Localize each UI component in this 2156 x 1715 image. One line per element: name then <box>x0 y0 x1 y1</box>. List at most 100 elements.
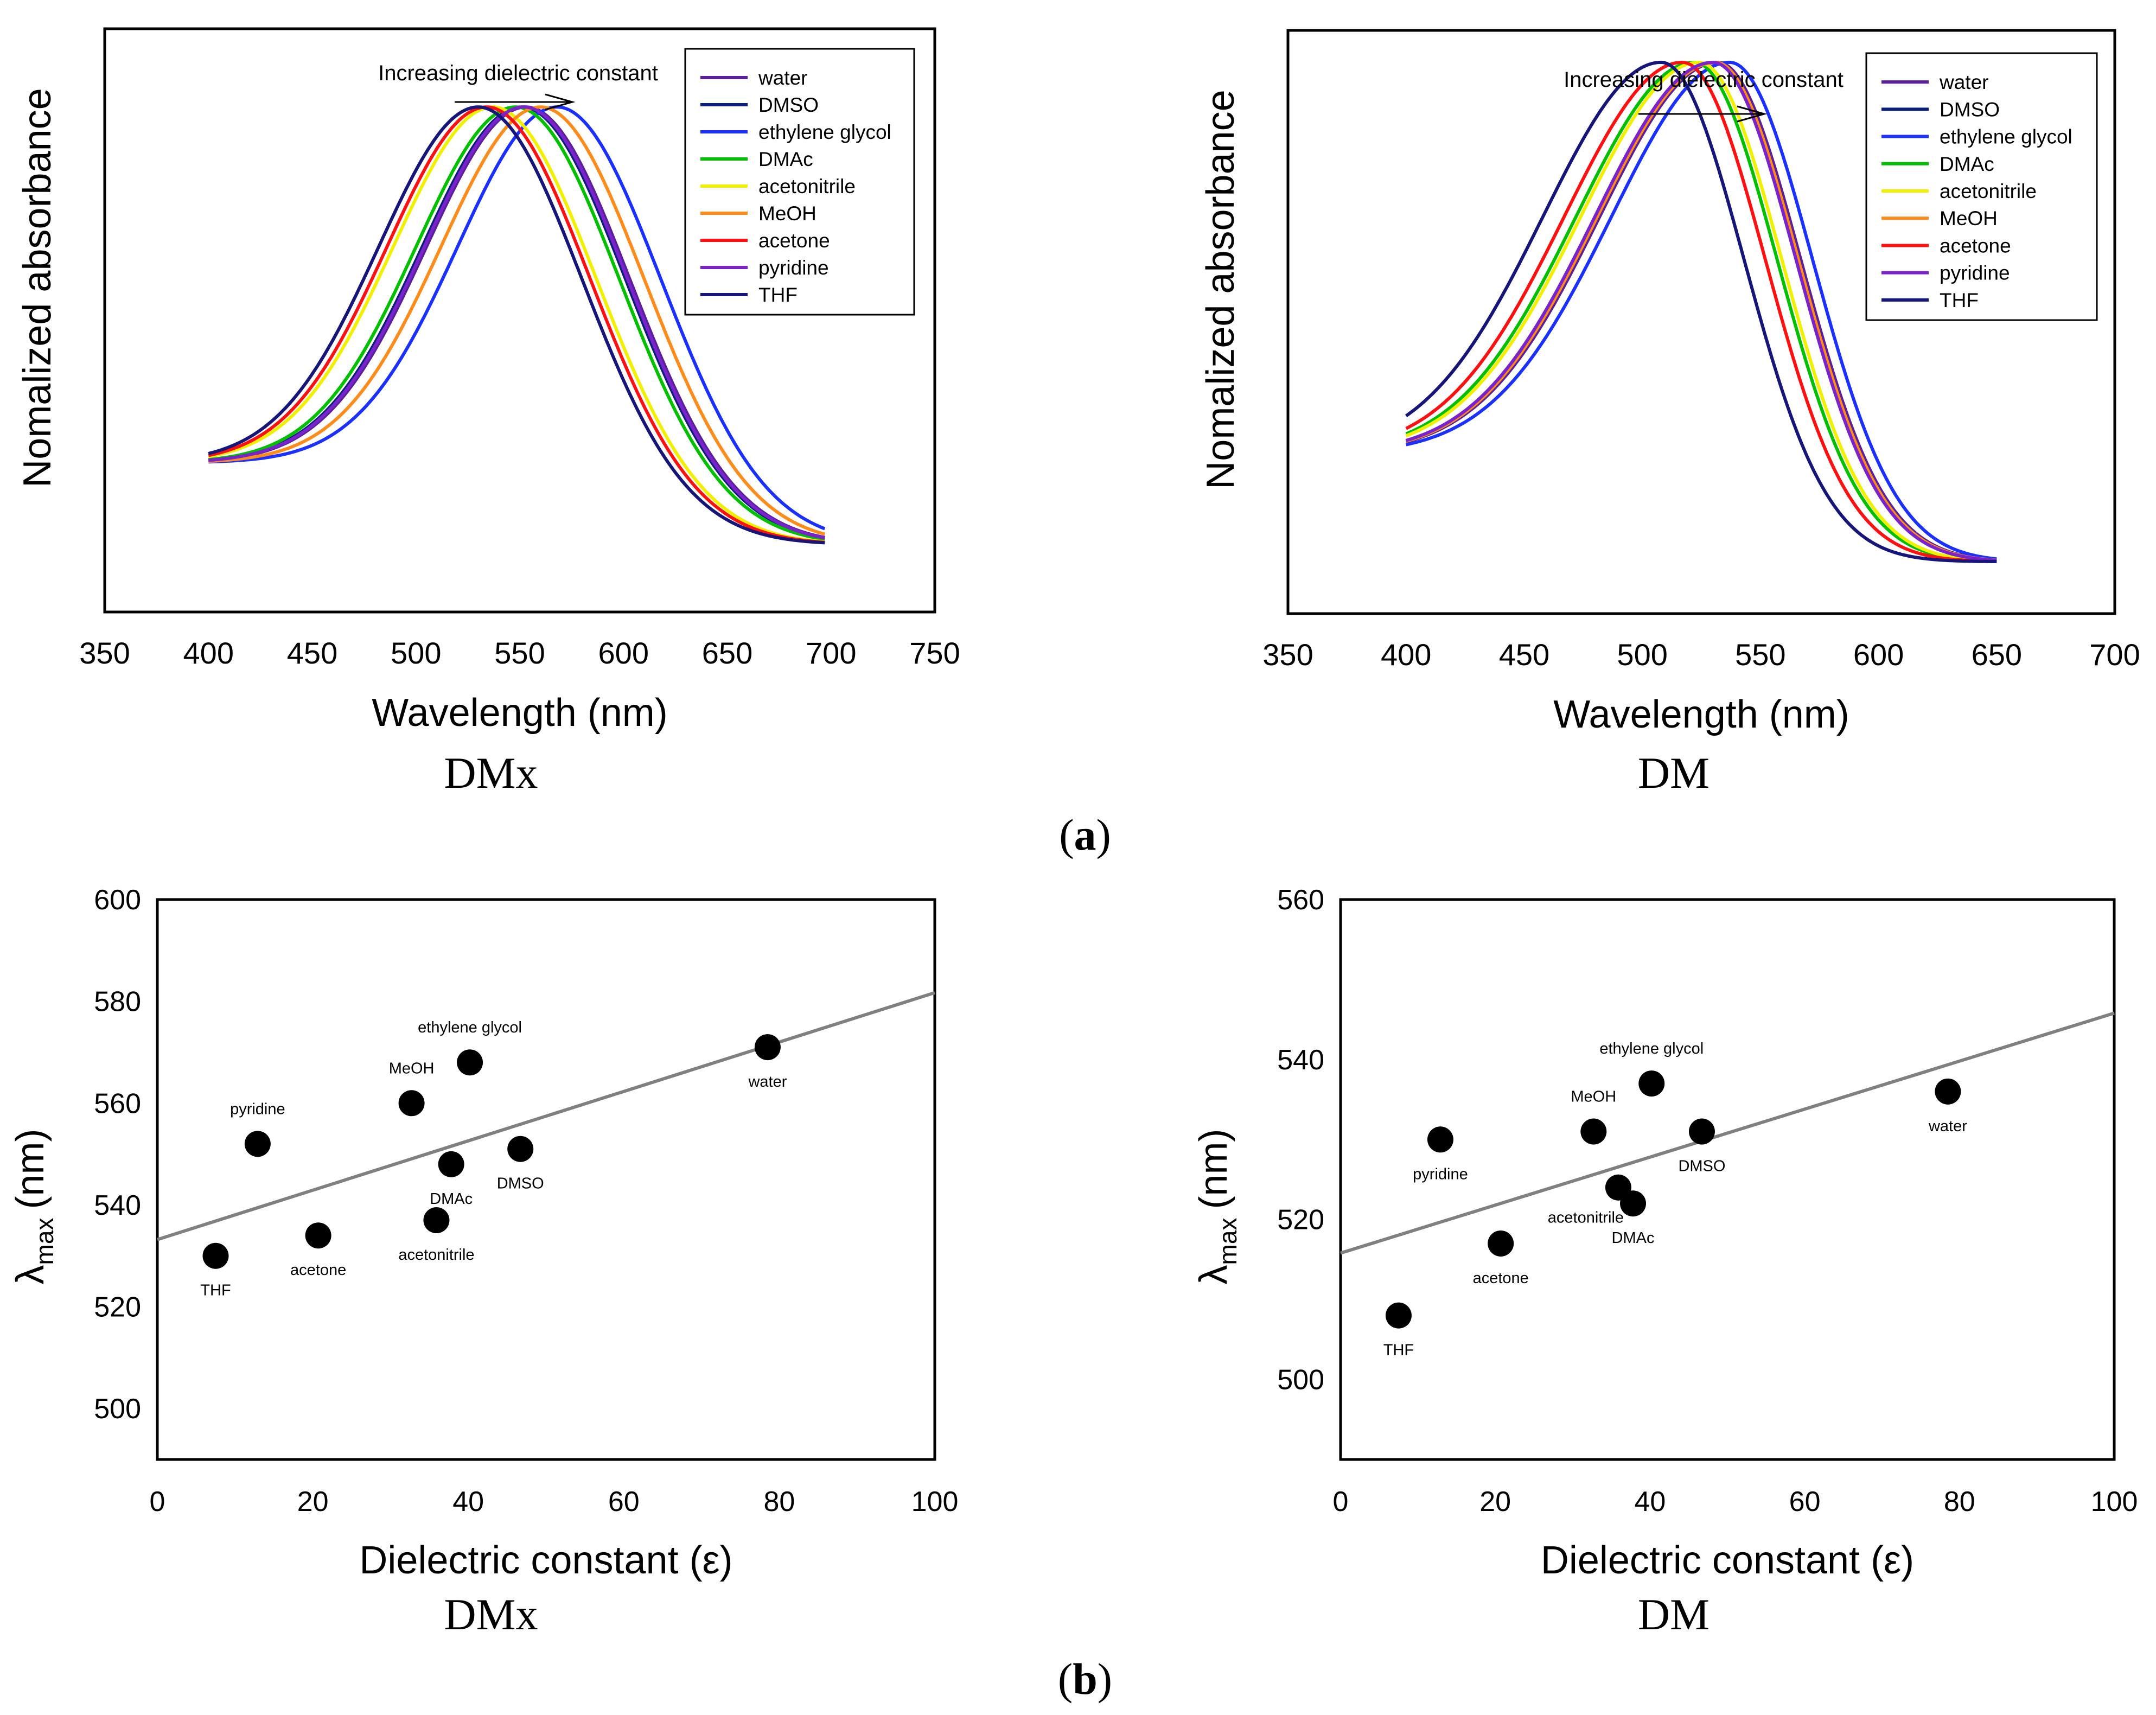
plot-frame-a-right <box>1286 29 2116 615</box>
legend-box <box>1865 52 2098 321</box>
y-tick-label: 520 <box>1277 1204 1324 1236</box>
x-tick-label: 600 <box>1853 637 1904 672</box>
series-line-acetonitrile <box>1405 60 1997 563</box>
data-label-water: water <box>1928 1118 1967 1135</box>
data-label-thf: THF <box>1383 1342 1414 1359</box>
x-tick-label: 60 <box>1789 1486 1821 1518</box>
data-point-dmso <box>1688 1118 1715 1145</box>
annotation-text: Increasing dielectric constant <box>378 61 658 85</box>
caption-b-right: DM <box>1638 1590 1710 1639</box>
legend-label-acetonitrile: acetonitrile <box>758 175 856 197</box>
x-tick-label: 500 <box>391 636 441 670</box>
series-line-thf <box>208 105 825 545</box>
y-axis-label-subscript: max <box>30 1218 59 1265</box>
series-line-pyridine <box>208 105 825 540</box>
y-tick-label: 500 <box>94 1393 141 1425</box>
data-point-meoh <box>398 1090 425 1117</box>
x-tick-label: 0 <box>150 1486 165 1518</box>
fit-line <box>1340 1011 2115 1255</box>
caption-b-left: DMx <box>444 1590 538 1639</box>
x-tick-label: 700 <box>806 636 856 670</box>
plot-frame-b-right <box>1339 898 2116 1461</box>
y-tick-label: 540 <box>94 1190 141 1221</box>
caption-a-left: DMx <box>444 748 538 798</box>
y-tick-label: 560 <box>1277 884 1324 916</box>
data-label-acetone: acetone <box>290 1261 346 1279</box>
data-label-ethylene-glycol: ethylene glycol <box>418 1019 522 1036</box>
data-point-thf <box>1385 1302 1412 1329</box>
x-tick-label: 600 <box>598 636 649 670</box>
data-point-ethylene-glycol <box>457 1049 483 1076</box>
legend-label-acetonitrile: acetonitrile <box>1940 180 2037 202</box>
x-tick-label: 60 <box>608 1486 640 1518</box>
legend-label-meoh: MeOH <box>1940 207 1998 229</box>
y-axis-label-unit: (nm) <box>9 1129 52 1209</box>
data-point-water <box>1935 1078 1961 1105</box>
y-tick-label: 540 <box>1277 1044 1324 1076</box>
data-label-thf: THF <box>200 1282 231 1299</box>
y-axis-label: λmax (nm) <box>9 1129 59 1285</box>
x-tick-label: 350 <box>79 636 130 670</box>
series-line-meoh <box>208 105 826 536</box>
x-tick-label: 100 <box>2091 1486 2138 1518</box>
annotation-arrowhead <box>545 93 576 111</box>
legend-label-thf: THF <box>758 284 798 306</box>
panel-label-b-letter: b <box>1073 1654 1098 1704</box>
data-point-acetone <box>1488 1230 1514 1257</box>
legend-label-thf: THF <box>1940 289 1979 311</box>
data-label-acetonitrile: acetonitrile <box>398 1246 474 1264</box>
y-tick-label: 580 <box>94 986 141 1018</box>
x-tick-label: 100 <box>911 1486 959 1518</box>
annotation-arrowhead <box>1737 105 1768 123</box>
x-axis-label: Dielectric constant (ε) <box>359 1539 732 1582</box>
x-tick-label: 550 <box>1735 637 1785 672</box>
x-axis-label: Wavelength (nm) <box>1553 693 1849 736</box>
y-tick-label: 500 <box>1277 1365 1324 1396</box>
plot-frame-a-left <box>103 27 936 614</box>
x-tick-label: 500 <box>1617 637 1667 672</box>
legend-label-meoh: MeOH <box>758 202 817 225</box>
series-line-acetone <box>208 105 825 544</box>
x-tick-label: 750 <box>909 636 960 670</box>
data-point-dmso <box>507 1136 534 1162</box>
fit-line <box>157 991 935 1241</box>
x-tick-label: 450 <box>1499 637 1549 672</box>
data-point-acetonitrile <box>423 1207 450 1234</box>
data-label-ethylene-glycol: ethylene glycol <box>1599 1040 1704 1057</box>
y-tick-label: 600 <box>94 884 141 916</box>
x-tick-label: 20 <box>297 1486 329 1518</box>
data-point-pyridine <box>1427 1126 1453 1153</box>
y-axis-label-symbol: λ <box>9 1265 52 1284</box>
x-tick-label: 650 <box>702 636 752 670</box>
data-point-thf <box>202 1242 229 1269</box>
x-tick-label: 550 <box>494 636 545 670</box>
data-label-acetone: acetone <box>1473 1270 1529 1287</box>
lambda-max-chart-dmx: 0 20 40 60 80 100 500 520 540 560 580 600 Dielectric… <box>9 884 958 1582</box>
data-label-water: water <box>748 1073 787 1091</box>
data-label-meoh: MeOH <box>1571 1088 1616 1106</box>
y-axis-label: λmax (nm) <box>1192 1129 1242 1285</box>
data-point-water <box>754 1034 781 1061</box>
legend-box <box>684 48 915 316</box>
x-tick-label: 700 <box>2089 637 2140 672</box>
series-line-thf <box>1405 60 1997 563</box>
absorbance-chart-dmx: 350 400 450 500 550 600 650 700 750 Wavelength (n… <box>16 48 960 735</box>
data-label-dmac: DMAc <box>1612 1229 1655 1247</box>
x-tick-label: 400 <box>1381 637 1431 672</box>
data-label-pyridine: pyridine <box>1413 1165 1468 1183</box>
x-axis-label: Dielectric constant (ε) <box>1541 1539 1914 1582</box>
data-point-pyridine <box>244 1131 271 1157</box>
y-tick-label: 560 <box>94 1088 141 1119</box>
panel-label-b: (b) <box>1058 1654 1112 1704</box>
y-tick-label: 520 <box>94 1292 141 1323</box>
x-tick-label: 40 <box>1634 1486 1666 1518</box>
data-label-dmso: DMSO <box>497 1175 544 1193</box>
data-label-meoh: MeOH <box>389 1060 435 1077</box>
y-axis-label: Nomalized absorbance <box>1199 90 1242 489</box>
legend-label-dmso: DMSO <box>1940 98 2000 120</box>
x-tick-label: 400 <box>183 636 234 670</box>
series-line-acetone <box>1405 60 1997 563</box>
data-point-acetone <box>305 1222 331 1249</box>
legend-label-acetone: acetone <box>758 229 830 252</box>
